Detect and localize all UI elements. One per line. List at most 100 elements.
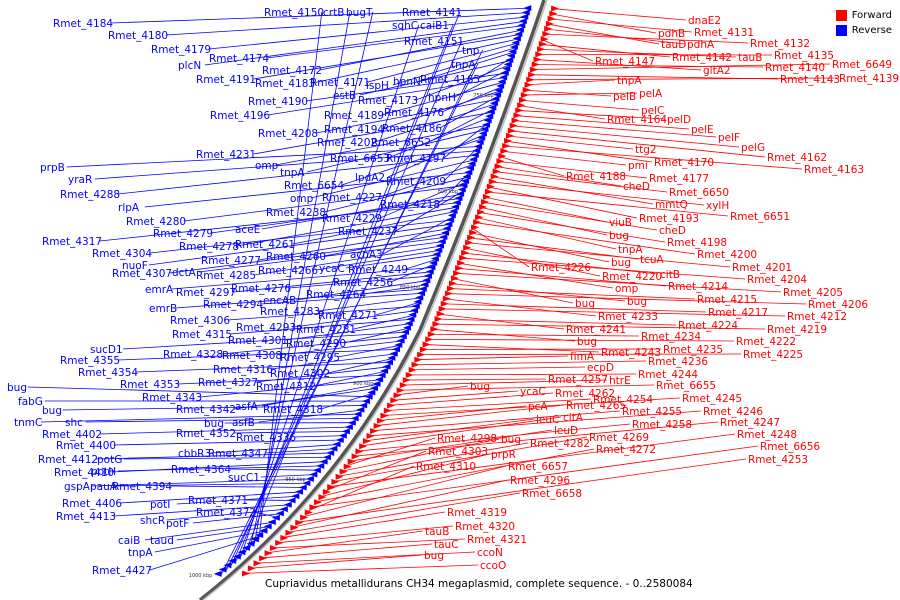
forward-gene-label[interactable]: Rmet_4235 bbox=[663, 344, 723, 356]
forward-gene-label[interactable]: bug bbox=[424, 550, 444, 562]
reverse-gene-label[interactable]: nuoF bbox=[122, 260, 148, 272]
reverse-gene-label[interactable]: Rmet_4353 bbox=[120, 379, 180, 391]
forward-gene-label[interactable]: tauC bbox=[434, 539, 459, 551]
forward-gene-label[interactable]: Rmet_4170 bbox=[654, 157, 714, 169]
forward-gene-label[interactable]: Rmet_4246 bbox=[703, 406, 763, 418]
forward-gene-label[interactable]: Rmet_4321 bbox=[467, 534, 527, 546]
forward-gene-label[interactable]: Rmet_6658 bbox=[522, 488, 582, 500]
forward-gene-label[interactable]: Rmet_4225 bbox=[743, 349, 803, 361]
forward-gene-label[interactable]: Rmet_4143 bbox=[780, 74, 840, 86]
reverse-gene-label[interactable]: Rmet_4293 bbox=[236, 322, 296, 334]
reverse-gene-label[interactable]: Rmet_4301 bbox=[228, 335, 288, 347]
forward-gene-label[interactable]: citB bbox=[660, 269, 680, 281]
forward-gene-label[interactable]: pelD bbox=[667, 114, 691, 126]
reverse-gene-label[interactable]: Rmet_4196 bbox=[210, 110, 270, 122]
reverse-gene-label[interactable]: bugT bbox=[346, 7, 373, 19]
reverse-gene-label[interactable]: shcR bbox=[140, 515, 165, 527]
forward-gene-label[interactable]: Rmet_4214 bbox=[668, 281, 728, 293]
reverse-gene-label[interactable]: Rmet_6653 bbox=[330, 153, 390, 165]
forward-gene-label[interactable]: cheD bbox=[623, 181, 650, 193]
reverse-gene-label[interactable]: sucD1 bbox=[90, 344, 123, 356]
reverse-gene-label[interactable]: Rmet_4327 bbox=[198, 377, 258, 389]
forward-gene-label[interactable]: Rmet_4298 bbox=[437, 433, 497, 445]
reverse-gene-label[interactable]: shc bbox=[65, 417, 83, 429]
reverse-gene-label[interactable]: Rmet_4179 bbox=[151, 44, 211, 56]
forward-gene-label[interactable]: Rmet_4243 bbox=[601, 347, 661, 359]
reverse-gene-label[interactable]: Rmet_4189 bbox=[324, 110, 384, 122]
reverse-gene-label[interactable]: omp bbox=[290, 193, 314, 205]
reverse-gene-label[interactable]: Rmet_4194 bbox=[324, 124, 384, 136]
forward-gene-label[interactable]: Rmet_4320 bbox=[455, 521, 515, 533]
forward-gene-label[interactable]: leuC bbox=[536, 414, 559, 426]
reverse-gene-label[interactable]: Rmet_4302 bbox=[270, 368, 330, 380]
reverse-gene-label[interactable]: Rmet_4354 bbox=[78, 367, 138, 379]
reverse-gene-label[interactable]: Rmet_4312 bbox=[256, 381, 316, 393]
forward-gene-label[interactable]: pelE bbox=[691, 124, 714, 136]
forward-gene-label[interactable]: bug bbox=[577, 336, 597, 348]
forward-gene-label[interactable]: Rmet_4201 bbox=[732, 262, 792, 274]
reverse-gene-label[interactable]: Rmet_4342 bbox=[176, 404, 236, 416]
reverse-gene-label[interactable]: potG bbox=[97, 454, 122, 466]
reverse-gene-label[interactable]: Rmet_4288 bbox=[60, 189, 120, 201]
forward-gene-label[interactable]: tnpA bbox=[617, 75, 642, 87]
forward-gene-label[interactable]: gltA2 bbox=[703, 65, 731, 77]
forward-gene-label[interactable]: bug bbox=[611, 257, 631, 269]
forward-gene-label[interactable]: Rmet_4147 bbox=[595, 56, 655, 68]
forward-gene-label[interactable]: Rmet_4269 bbox=[589, 432, 649, 444]
forward-gene-label[interactable]: Rmet_4253 bbox=[748, 454, 808, 466]
reverse-gene-label[interactable]: omp bbox=[255, 160, 279, 172]
reverse-gene-label[interactable]: Rmet_4283 bbox=[260, 306, 320, 318]
reverse-gene-label[interactable]: prpB bbox=[40, 162, 65, 174]
reverse-gene-label[interactable]: yraR bbox=[68, 174, 92, 186]
reverse-gene-label[interactable]: Rmet_4209 bbox=[386, 176, 446, 188]
reverse-gene-label[interactable]: Rmet_4315 bbox=[172, 329, 232, 341]
reverse-gene-label[interactable]: potF bbox=[166, 518, 189, 530]
forward-gene-label[interactable]: Rmet_4245 bbox=[682, 393, 742, 405]
reverse-gene-label[interactable]: Rmet_4412 bbox=[38, 454, 98, 466]
reverse-gene-label[interactable]: tnpA bbox=[128, 547, 153, 559]
reverse-gene-label[interactable]: Rmet_4410 bbox=[54, 467, 114, 479]
reverse-gene-label[interactable]: Rmet_4197 bbox=[386, 153, 446, 165]
forward-gene-label[interactable]: Rmet_4303 bbox=[428, 446, 488, 458]
forward-gene-label[interactable]: pdhB bbox=[658, 28, 685, 40]
reverse-gene-label[interactable]: tnp bbox=[462, 45, 480, 57]
reverse-gene-label[interactable]: ispH bbox=[366, 80, 389, 92]
reverse-gene-label[interactable]: Rmet_4183 bbox=[255, 78, 315, 90]
reverse-gene-label[interactable]: Rmet_4281 bbox=[296, 324, 356, 336]
reverse-gene-label[interactable]: ycaC bbox=[319, 263, 345, 275]
forward-gene-label[interactable]: Rmet_4204 bbox=[747, 274, 807, 286]
forward-gene-label[interactable]: Rmet_4206 bbox=[808, 299, 868, 311]
forward-gene-label[interactable]: bug bbox=[470, 381, 490, 393]
forward-gene-label[interactable]: Rmet_4241 bbox=[566, 324, 626, 336]
forward-gene-label[interactable]: pmi bbox=[628, 160, 648, 172]
reverse-gene-label[interactable]: tnpA bbox=[451, 59, 476, 71]
reverse-gene-label[interactable]: Rmet_4306 bbox=[170, 315, 230, 327]
forward-gene-label[interactable]: Rmet_6657 bbox=[508, 461, 568, 473]
reverse-gene-label[interactable]: emrA bbox=[145, 284, 174, 296]
forward-gene-label[interactable]: pelC bbox=[641, 105, 664, 117]
reverse-gene-label[interactable]: Rmet_4231 bbox=[196, 149, 256, 161]
forward-gene-label[interactable]: tnpA bbox=[618, 244, 643, 256]
reverse-gene-label[interactable]: caiB bbox=[118, 535, 140, 547]
forward-gene-label[interactable]: cheD bbox=[659, 225, 686, 237]
reverse-gene-label[interactable]: cbbR3 bbox=[178, 448, 211, 460]
reverse-gene-label[interactable]: Rmet_4297 bbox=[176, 287, 236, 299]
reverse-gene-label[interactable]: Rmet_4304 bbox=[92, 248, 152, 260]
forward-gene-label[interactable]: mmtQ bbox=[655, 199, 688, 211]
reverse-gene-label[interactable]: Rmet_4328 bbox=[163, 349, 223, 361]
reverse-gene-label[interactable]: Rmet_4402 bbox=[42, 429, 102, 441]
forward-gene-label[interactable]: Rmet_4162 bbox=[767, 152, 827, 164]
reverse-gene-label[interactable]: Rmet_4394 bbox=[112, 481, 172, 493]
forward-gene-label[interactable]: Rmet_4140 bbox=[765, 62, 825, 74]
reverse-gene-label[interactable]: Rmet_4316 bbox=[213, 364, 273, 376]
forward-gene-label[interactable]: Rmet_4236 bbox=[648, 356, 708, 368]
forward-gene-label[interactable]: Rmet_4200 bbox=[697, 249, 757, 261]
forward-gene-label[interactable]: Rmet_4282 bbox=[530, 438, 590, 450]
forward-gene-label[interactable]: omp bbox=[615, 283, 639, 295]
forward-gene-label[interactable]: bug bbox=[627, 296, 647, 308]
forward-gene-label[interactable]: Rmet_4248 bbox=[737, 429, 797, 441]
reverse-gene-label[interactable]: potH bbox=[91, 466, 116, 478]
reverse-gene-label[interactable]: Rmet_4218 bbox=[380, 199, 440, 211]
reverse-gene-label[interactable]: Rmet_4371 bbox=[188, 495, 248, 507]
reverse-gene-label[interactable]: Rmet_4317 bbox=[42, 236, 102, 248]
